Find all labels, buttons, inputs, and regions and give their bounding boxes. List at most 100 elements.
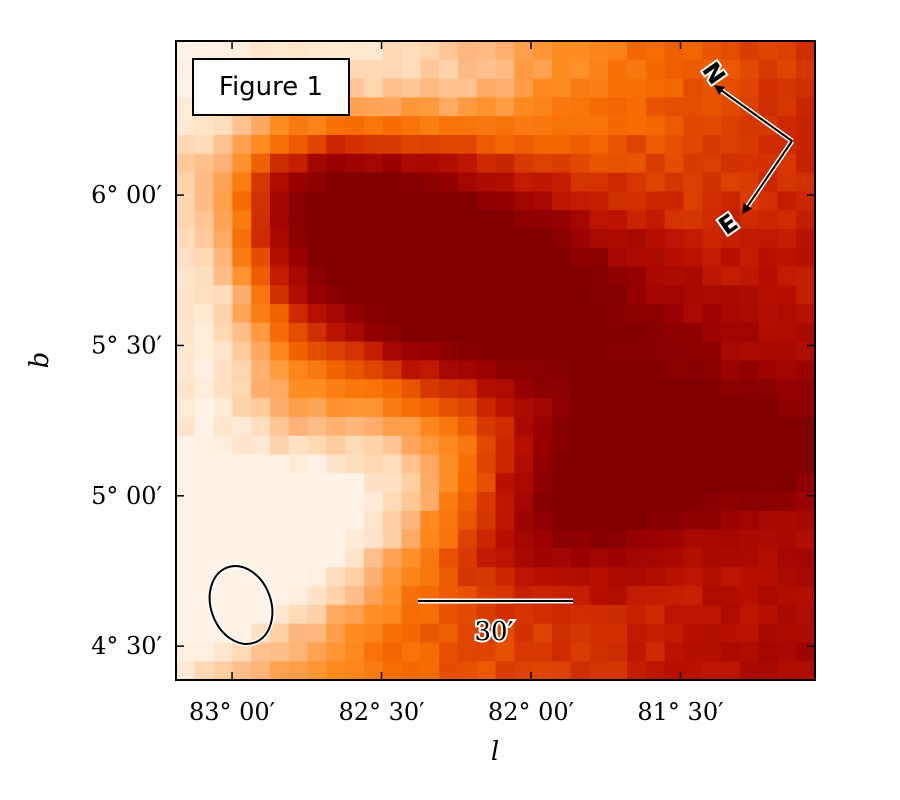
heatmap-cell <box>645 586 666 606</box>
heatmap-cell <box>288 510 309 531</box>
heatmap-cell <box>664 604 685 625</box>
heatmap-cell <box>645 247 666 268</box>
heatmap-cell <box>457 78 478 98</box>
heatmap-cell <box>796 473 815 493</box>
heatmap-cell <box>758 548 779 568</box>
heatmap-cell <box>176 97 196 117</box>
heatmap-cell <box>457 435 478 456</box>
heatmap-cell <box>683 416 703 437</box>
heatmap-cell <box>514 210 534 230</box>
heatmap-cell <box>194 623 215 644</box>
heatmap-cell <box>345 586 365 606</box>
heatmap-cell <box>645 172 666 192</box>
heatmap-cell <box>702 604 722 625</box>
heatmap-cell <box>589 416 609 437</box>
heatmap-cell <box>213 586 233 606</box>
heatmap-cell <box>551 304 572 324</box>
heatmap-cell <box>420 529 440 550</box>
heatmap-cell <box>777 529 797 550</box>
heatmap-cell <box>683 360 703 380</box>
heatmap-cell <box>213 228 233 249</box>
heatmap-cell <box>269 285 290 305</box>
heatmap-cell <box>439 322 459 343</box>
heatmap-cell <box>796 567 815 587</box>
heatmap-cell <box>269 134 290 155</box>
heatmap-cell <box>796 492 815 512</box>
heatmap-cell <box>363 567 384 587</box>
heatmap-cell <box>194 548 215 568</box>
heatmap-cell <box>269 322 290 343</box>
heatmap-cell <box>664 78 685 98</box>
heatmap-cell <box>627 435 647 456</box>
heatmap-cell <box>645 153 666 174</box>
heatmap-cell <box>721 548 741 568</box>
heatmap-cell <box>514 529 534 550</box>
heatmap-cell <box>683 529 703 550</box>
heatmap-cell <box>269 567 290 587</box>
heatmap-cell <box>683 473 703 493</box>
heatmap-cell <box>645 416 666 437</box>
heatmap-cell <box>777 285 797 305</box>
heatmap-cell <box>739 435 760 456</box>
heatmap-cell <box>721 454 741 474</box>
heatmap-cell <box>758 510 779 531</box>
heatmap-cell <box>345 473 365 493</box>
heatmap-cell <box>739 210 760 230</box>
heatmap-cell <box>326 529 346 550</box>
heatmap-cell <box>457 454 478 474</box>
heatmap-cell <box>570 360 591 380</box>
heatmap-cell <box>420 416 440 437</box>
heatmap-cell <box>194 416 215 437</box>
heatmap-cell <box>326 398 346 418</box>
heatmap-cell <box>533 247 553 268</box>
heatmap-cell <box>551 473 572 493</box>
heatmap-cell <box>307 661 327 680</box>
heatmap-cell <box>439 97 459 117</box>
heatmap-cell <box>439 435 459 456</box>
heatmap-cell <box>439 623 459 644</box>
heatmap-cell <box>457 416 478 437</box>
heatmap-cell <box>176 285 196 305</box>
heatmap-cell <box>176 567 196 587</box>
heatmap-cell <box>645 529 666 550</box>
heatmap-cell <box>645 210 666 230</box>
heatmap-cell <box>589 661 609 680</box>
heatmap-cell <box>645 661 666 680</box>
scale-bar: 30′ <box>418 598 573 649</box>
heatmap-cell <box>739 304 760 324</box>
heatmap-cell <box>251 642 271 662</box>
heatmap-cell <box>213 510 233 531</box>
heatmap-cell <box>251 285 271 305</box>
heatmap-cell <box>664 567 685 587</box>
heatmap-cell <box>439 510 459 531</box>
heatmap-cell <box>213 529 233 550</box>
heatmap-cell <box>420 210 440 230</box>
heatmap-cell <box>288 492 309 512</box>
heatmap-cell <box>758 492 779 512</box>
heatmap-cell <box>345 153 365 174</box>
heatmap-cell <box>683 191 703 211</box>
heatmap-cell <box>326 341 346 362</box>
heatmap-cell <box>608 304 628 324</box>
heatmap-cell <box>307 360 327 380</box>
heatmap-cell <box>382 510 403 531</box>
heatmap-cell <box>307 454 327 474</box>
heatmap-cell <box>269 548 290 568</box>
heatmap-cell <box>514 416 534 437</box>
heatmap-cell <box>213 454 233 474</box>
heatmap-cell <box>570 116 591 136</box>
heatmap-cell <box>457 529 478 550</box>
heatmap-cell <box>420 398 440 418</box>
heatmap-cell <box>345 360 365 380</box>
heatmap-cell <box>514 266 534 286</box>
heatmap-cell <box>758 623 779 644</box>
heatmap-cell <box>570 510 591 531</box>
heatmap-cell <box>326 586 346 606</box>
heatmap-cell <box>269 341 290 362</box>
heatmap-cell <box>269 172 290 192</box>
heatmap-cell <box>777 59 797 80</box>
heatmap-cell <box>683 210 703 230</box>
heatmap-cell <box>777 661 797 680</box>
heatmap-cell <box>721 604 741 625</box>
heatmap-cell <box>420 134 440 155</box>
